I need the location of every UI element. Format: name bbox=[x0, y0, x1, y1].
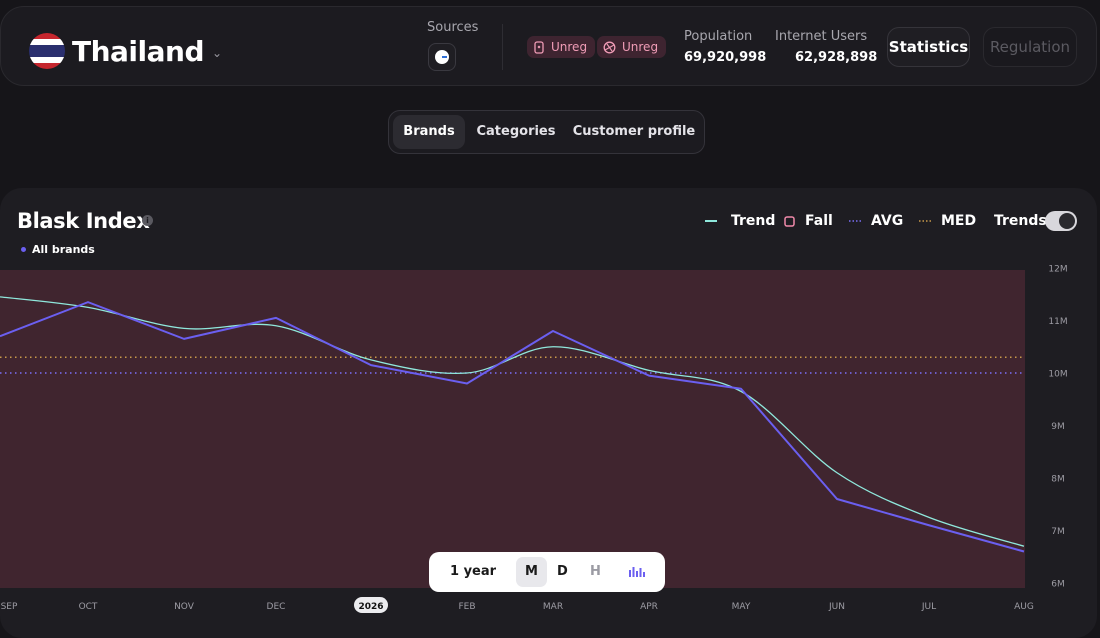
fall-area bbox=[0, 270, 1025, 588]
range-selector[interactable]: 1 year bbox=[450, 564, 496, 579]
x-tick-label: JUN bbox=[828, 602, 845, 612]
x-tick-label: DEC bbox=[267, 602, 286, 612]
y-tick-label: 10M bbox=[1048, 370, 1067, 380]
bar-chart-icon[interactable] bbox=[629, 565, 645, 577]
x-tick-label: NOV bbox=[174, 602, 195, 612]
x-tick-label: FEB bbox=[458, 602, 475, 612]
y-tick-label: 11M bbox=[1048, 317, 1067, 327]
y-tick-label: 8M bbox=[1051, 475, 1065, 485]
x-tick-label: MAY bbox=[732, 602, 751, 612]
y-tick-label: 9M bbox=[1051, 422, 1065, 432]
x-tick-label: SEP bbox=[1, 602, 18, 612]
x-tick-label: 2026 bbox=[358, 602, 383, 612]
time-range-controls: 1 year M D H bbox=[429, 552, 665, 592]
y-tick-label: 12M bbox=[1048, 265, 1067, 275]
x-tick-label: JUL bbox=[921, 602, 936, 612]
x-tick-label: OCT bbox=[79, 602, 98, 612]
granularity-hour-button[interactable]: H bbox=[590, 564, 601, 579]
granularity-month-button[interactable]: M bbox=[516, 557, 547, 587]
x-tick-label: APR bbox=[640, 602, 658, 612]
x-tick-label: MAR bbox=[543, 602, 563, 612]
x-tick-label: AUG bbox=[1014, 602, 1034, 612]
granularity-day-button[interactable]: D bbox=[557, 564, 568, 579]
y-tick-label: 6M bbox=[1051, 580, 1065, 590]
y-tick-label: 7M bbox=[1051, 527, 1065, 537]
